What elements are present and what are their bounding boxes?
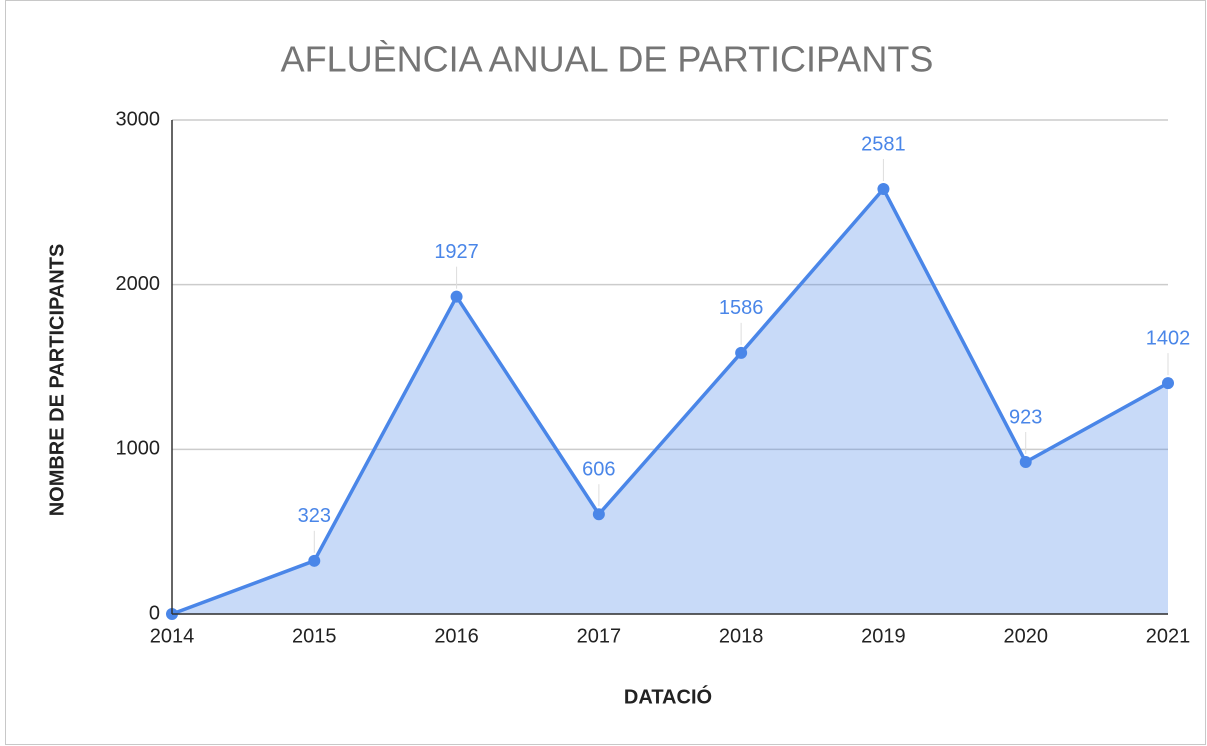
data-label: 2581: [861, 133, 906, 155]
data-label: 1402: [1146, 327, 1191, 349]
y-axis-title: NOMBRE DE PARTICIPANTS: [46, 244, 68, 517]
x-tick-label: 2017: [577, 625, 622, 647]
chart-title: AFLUÈNCIA ANUAL DE PARTICIPANTS: [281, 39, 934, 80]
x-tick-label: 2014: [150, 625, 195, 647]
line: [171, 187, 1169, 616]
point: [1019, 456, 1032, 469]
y-tick-label: 2000: [116, 273, 161, 295]
area: [172, 188, 1168, 614]
point: [308, 554, 321, 567]
chart-frame: [5, 0, 1206, 745]
x-tick-label: 2018: [719, 625, 764, 647]
point: [877, 182, 890, 195]
y-tick-label: 1000: [116, 438, 161, 460]
point: [592, 508, 605, 521]
y-tick-label: 0: [149, 602, 160, 624]
data-label: 606: [582, 458, 615, 480]
x-tick-label: 2016: [434, 625, 479, 647]
point: [735, 346, 748, 359]
x-tick-label: 2021: [1146, 625, 1191, 647]
data-label: 323: [298, 505, 331, 527]
point: [450, 290, 463, 303]
data-label: 1927: [434, 241, 479, 263]
x-tick-label: 2020: [1003, 625, 1048, 647]
x-tick-label: 2019: [861, 625, 906, 647]
data-label: 923: [1009, 406, 1042, 428]
x-axis-title: DATACIÓ: [624, 684, 712, 708]
data-label: 1586: [719, 297, 764, 319]
x-tick-label: 2015: [292, 625, 337, 647]
y-tick-label: 3000: [116, 108, 161, 130]
point: [1162, 377, 1174, 390]
